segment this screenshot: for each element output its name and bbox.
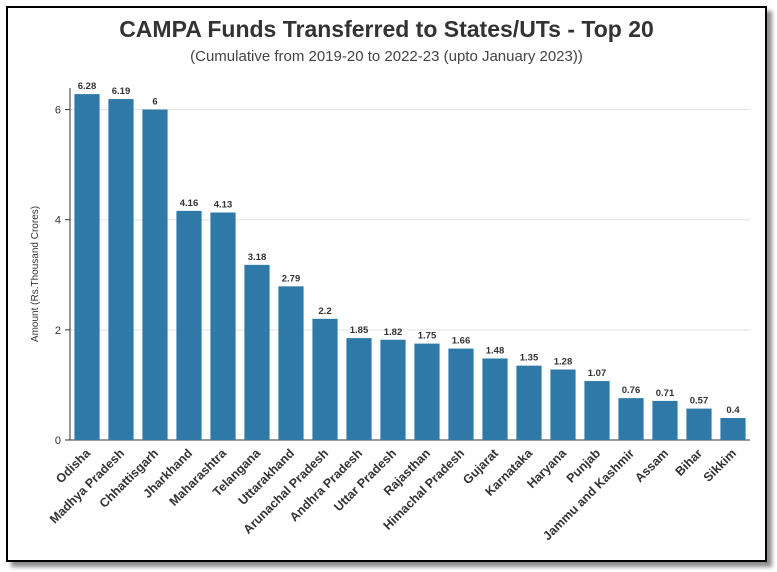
- bar: [74, 94, 100, 441]
- value-label: 1.66: [452, 336, 471, 347]
- bar: [346, 338, 372, 440]
- bar: [652, 400, 678, 440]
- bar: [380, 339, 406, 440]
- bars: [74, 94, 746, 441]
- value-label: 6.19: [112, 86, 131, 97]
- value-label: 4.13: [214, 200, 233, 211]
- y-tick-label: 2: [55, 325, 61, 337]
- value-label: 1.75: [418, 331, 437, 342]
- value-label: 1.28: [554, 357, 573, 368]
- bar: [108, 99, 134, 440]
- bar: [142, 109, 168, 441]
- value-label: 1.07: [588, 368, 607, 379]
- value-label: 6: [152, 97, 157, 108]
- y-axis-label: Amount (Rs.Thousand Crores): [30, 206, 41, 342]
- value-label: 6.28: [78, 81, 97, 92]
- value-label: 0.76: [622, 385, 641, 396]
- value-label: 4.16: [180, 198, 199, 209]
- value-labels: 6.28 6.19 6 4.16 4.13 3.18 2.79 2.2 1.85 1.82 1.75…: [78, 81, 741, 416]
- bar: [550, 369, 576, 440]
- y-tick-label: 4: [55, 215, 61, 227]
- gridlines: [70, 109, 750, 441]
- bar: [278, 286, 304, 440]
- bar: [720, 417, 746, 440]
- value-label: 1.85: [350, 325, 369, 336]
- bar: [584, 381, 610, 440]
- bar: [686, 408, 712, 440]
- bar: [244, 264, 270, 440]
- value-label: 2.79: [282, 273, 301, 284]
- value-label: 1.35: [520, 353, 539, 364]
- bar: [618, 398, 644, 440]
- bar: [312, 318, 338, 440]
- value-label: 1.82: [384, 327, 403, 338]
- bar: [176, 210, 202, 440]
- bar: [482, 358, 508, 440]
- value-label: 2.2: [318, 306, 331, 317]
- y-tick-label: 6: [55, 105, 61, 117]
- bar: [516, 365, 542, 440]
- bar: [414, 343, 440, 440]
- bar: [448, 348, 474, 440]
- chart-subtitle: (Cumulative from 2019-20 to 2022-23 (upt…: [190, 48, 583, 65]
- x-tick-label: Sikkim: [701, 446, 739, 484]
- chart-title: CAMPA Funds Transferred to States/UTs - …: [119, 16, 654, 42]
- x-tick-label: Assam: [632, 446, 671, 485]
- bar: [210, 212, 236, 440]
- value-label: 0.57: [690, 396, 709, 407]
- value-label: 0.4: [726, 405, 740, 416]
- y-tick-label: 0: [55, 435, 61, 447]
- value-label: 1.48: [486, 345, 505, 356]
- value-label: 3.18: [248, 252, 267, 263]
- value-label: 0.71: [656, 388, 675, 399]
